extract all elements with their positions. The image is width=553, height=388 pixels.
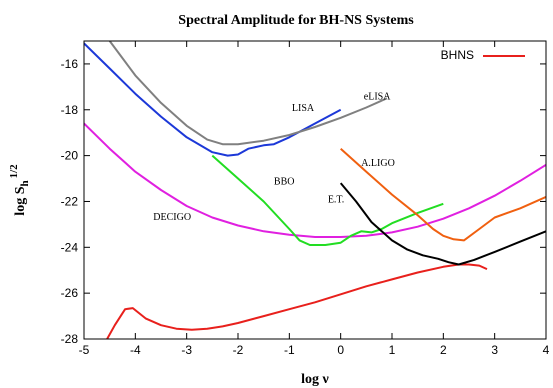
x-tick-label: 0 (337, 343, 344, 357)
x-tick-label: -1 (284, 343, 295, 357)
y-tick-label: -24 (61, 240, 79, 254)
series-line-a-ligo (340, 147, 546, 242)
annotation-elisa: eLISA (364, 91, 391, 102)
annotation-lisa: LISA (292, 103, 315, 114)
x-tick-label: 1 (389, 343, 396, 357)
series-line-elisa (108, 41, 388, 146)
x-tick-label: -3 (181, 343, 192, 357)
y-axis: -28 -26 -24 -22 -20 -18 -16 (61, 57, 546, 346)
y-tick-label: -20 (61, 149, 79, 163)
legend: BHNS (441, 48, 525, 62)
series-line-e-t- (339, 182, 546, 266)
annotations-layer: LISA eLISA BBO A.LIGO DECIGO E.T. (153, 91, 395, 222)
series-layer (84, 41, 546, 339)
x-tick-label: -5 (79, 343, 90, 357)
y-axis-label: log Sh1/2 (8, 164, 31, 216)
y-tick-label: -22 (61, 194, 79, 208)
annotation-bbo: BBO (274, 176, 295, 187)
annotation-a-ligo: A.LIGO (361, 158, 395, 169)
y-tick-label: -26 (61, 286, 79, 300)
plot-frame (83, 40, 547, 340)
y-tick-label: -16 (61, 57, 79, 71)
x-tick-label: -4 (130, 343, 141, 357)
x-tick-label: 3 (491, 343, 498, 357)
x-axis-label: log ν (301, 372, 329, 387)
annotation-e-t-: E.T. (328, 195, 344, 206)
x-tick-label: 2 (440, 343, 447, 357)
x-tick-label: 4 (543, 343, 550, 357)
chart-title: Spectral Amplitude for BH-NS Systems (178, 13, 414, 28)
series-line-lisa (84, 42, 342, 157)
y-tick-label: -28 (61, 332, 79, 346)
series-line-bbo (211, 154, 444, 246)
series-line-decigo (84, 122, 546, 238)
legend-label-bhns: BHNS (441, 48, 474, 62)
series-line-bhns (106, 263, 488, 339)
x-axis: -5 -4 -3 -2 -1 0 1 2 3 4 (79, 41, 550, 357)
annotation-decigo: DECIGO (153, 212, 191, 223)
x-tick-label: -2 (233, 343, 244, 357)
y-tick-label: -18 (61, 103, 79, 117)
